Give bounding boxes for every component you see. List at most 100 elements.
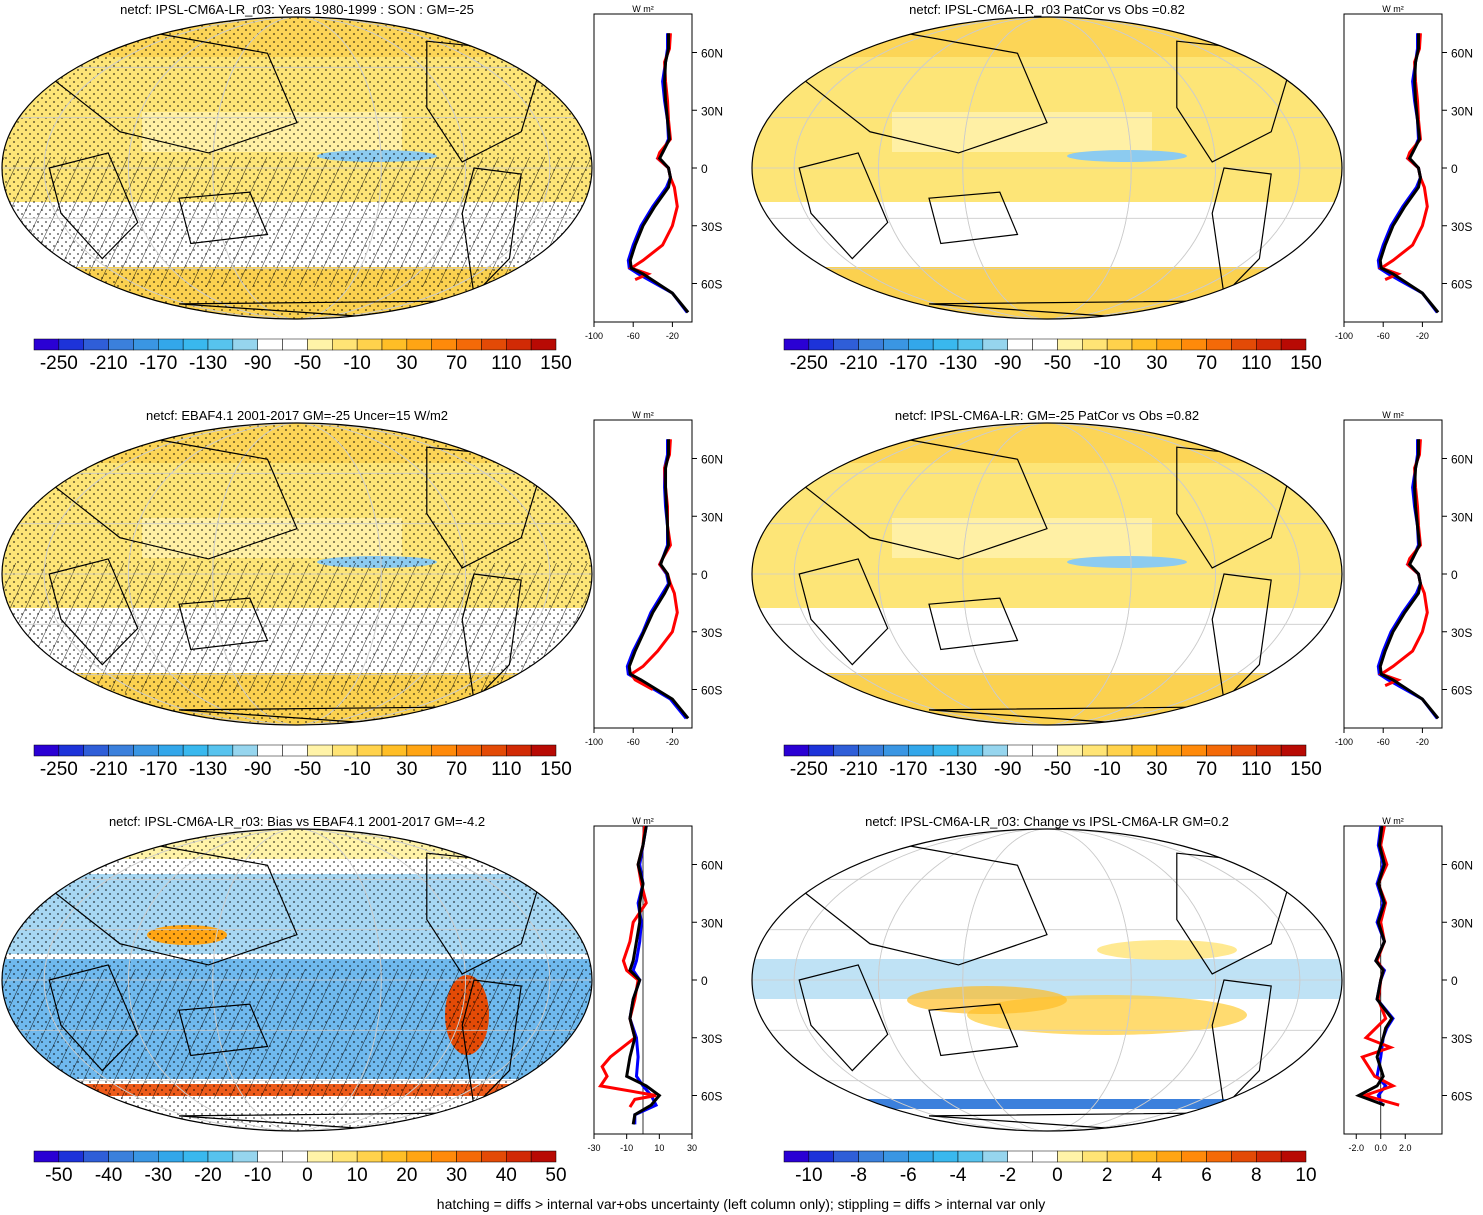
profile-series-line (1377, 33, 1429, 282)
colorbar-label: -50 (293, 353, 322, 374)
colorbar-label: 4 (1151, 1165, 1163, 1186)
profile-series-line (1355, 825, 1394, 1107)
profile-lat-label: 30N (701, 916, 723, 930)
colorbar (33, 744, 557, 757)
colorbar-label: -90 (993, 353, 1022, 374)
profile-xtick: 10 (654, 1143, 664, 1153)
profile-lat-label: 0 (1451, 162, 1458, 176)
colorbar-label: -2 (999, 1165, 1017, 1186)
colorbar-label: -10 (243, 1165, 272, 1186)
panel-3: W m² -100 -60 -20 60N 30N 0 30S 60S (1, 410, 723, 757)
profile-xtick: -60 (627, 331, 640, 341)
colorbar (783, 338, 1307, 351)
profile-series-line (1378, 439, 1440, 720)
colorbar (783, 744, 1307, 757)
profile-xtick: -20 (1416, 737, 1429, 747)
profile-lat-label: 0 (1451, 568, 1458, 582)
colorbar-label: -10 (795, 1165, 823, 1186)
zonal-profile: W m² -2.0 0.0 2.0 60N 30N 0 30S 60S (1343, 816, 1473, 1153)
profile-lat-label: 60N (701, 47, 723, 61)
profile-xtick: -2.0 (1348, 1143, 1364, 1153)
zonal-profile: W m² -100 -60 -20 60N 30N 0 30S 60S (1335, 410, 1473, 747)
colorbar-label: 110 (1241, 759, 1272, 780)
colorbar-label: 70 (1195, 353, 1218, 374)
panel-1: W m² -100 -60 -20 60N 30N 0 30S 60S (1, 4, 723, 351)
profile-xtick: -30 (587, 1143, 600, 1153)
colorbar-label: -170 (889, 353, 928, 374)
panel-title: netcf: IPSL-CM6A-LR_r03 PatCor vs Obs =0… (909, 2, 1185, 17)
colorbar-label: -50 (45, 1165, 73, 1186)
colorbar-label: 6 (1201, 1165, 1212, 1186)
profile-series-line (627, 33, 679, 282)
map-border (751, 828, 1343, 1132)
profile-lat-label: 30S (701, 626, 722, 640)
colorbar-label: -130 (938, 759, 978, 780)
profile-lat-label: 60S (701, 1090, 722, 1104)
colorbar-label: -170 (889, 759, 928, 780)
colorbar-label: -20 (194, 1165, 222, 1186)
colorbar-label: -8 (850, 1165, 868, 1186)
profile-unit: W m² (632, 410, 654, 420)
colorbar-label: -90 (243, 759, 272, 780)
profile-lat-label: 60S (701, 684, 722, 698)
colorbar-label: -10 (343, 353, 371, 374)
colorbar-label: -210 (839, 353, 878, 374)
profile-lat-label: 60N (701, 859, 723, 873)
profile-xtick: 30 (687, 1143, 697, 1153)
profile-lat-label: 30N (1451, 104, 1473, 118)
profile-xtick: -100 (585, 331, 603, 341)
profile-lat-label: 30N (701, 510, 723, 524)
colorbar-label: -130 (938, 353, 978, 374)
zonal-profile: W m² -30 -10 10 30 60N 30N 0 30S 60S (587, 816, 723, 1153)
profile-unit: W m² (1382, 410, 1404, 420)
colorbar-label: 110 (1241, 353, 1272, 374)
world-map (752, 423, 1342, 725)
colorbar-label: -90 (243, 353, 272, 374)
world-map (2, 423, 592, 725)
colorbar-label: 40 (495, 1165, 517, 1186)
colorbar-label: -210 (839, 759, 878, 780)
colorbar-label: 70 (445, 353, 468, 374)
profile-series-line (627, 439, 690, 720)
profile-xtick: 2.0 (1399, 1143, 1412, 1153)
colorbar-label: 150 (1290, 759, 1322, 780)
panel-title: netcf: IPSL-CM6A-LR: GM=-25 PatCor vs Ob… (894, 408, 1200, 423)
panel-6: W m² -2.0 0.0 2.0 60N 30N 0 30S 60S (751, 816, 1473, 1163)
panel-2: W m² -100 -60 -20 60N 30N 0 30S 60S (751, 4, 1473, 351)
colorbar-label: 10 (346, 1165, 368, 1186)
profile-xtick: -60 (627, 737, 640, 747)
profile-lat-label: 60S (1451, 1090, 1472, 1104)
map-border (1, 16, 593, 320)
zonal-profile: W m² -100 -60 -20 60N 30N 0 30S 60S (1335, 4, 1473, 341)
map-border (1, 828, 593, 1132)
panel-4: W m² -100 -60 -20 60N 30N 0 30S 60S (751, 410, 1473, 757)
colorbar-label: 150 (540, 353, 572, 374)
profile-xtick: -60 (1377, 331, 1390, 341)
colorbar-label: 110 (491, 759, 522, 780)
colorbar-label: -6 (899, 1165, 917, 1186)
colorbar-label: -250 (39, 353, 78, 374)
profile-series-line (625, 825, 662, 1125)
colorbar-label: -130 (188, 759, 228, 780)
world-map (2, 829, 592, 1131)
profile-lat-label: 0 (701, 974, 708, 988)
profile-unit: W m² (632, 816, 654, 826)
profile-lat-label: 30S (1451, 1032, 1472, 1046)
profile-series-line (1378, 33, 1440, 314)
profile-lat-label: 0 (701, 568, 708, 582)
colorbar-label: 0 (1052, 1165, 1063, 1186)
colorbar-label: -50 (1043, 353, 1072, 374)
colorbar-label: 30 (445, 1165, 468, 1186)
profile-lat-label: 0 (701, 162, 708, 176)
colorbar-label: 70 (1195, 759, 1218, 780)
panel-title: netcf: IPSL-CM6A-LR_r03: Years 1980-1999… (120, 2, 474, 17)
colorbar-label: -210 (89, 759, 128, 780)
profile-lat-label: 30N (1451, 916, 1473, 930)
colorbar (33, 338, 557, 351)
profile-series-line (628, 33, 690, 314)
profile-lat-label: 60N (701, 453, 723, 467)
colorbar-label: 2 (1101, 1165, 1113, 1186)
colorbar-label: 0 (302, 1165, 313, 1186)
profile-xtick: -10 (620, 1143, 633, 1153)
profile-xtick: -100 (1335, 737, 1353, 747)
